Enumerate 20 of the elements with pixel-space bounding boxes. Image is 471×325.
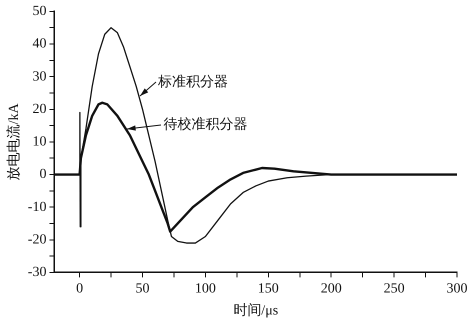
- annotation: 标准积分器: [157, 74, 228, 90]
- y-tick-label: 40: [32, 36, 46, 52]
- x-tick-label: 300: [446, 281, 468, 296]
- x-tick-label: 250: [384, 281, 405, 296]
- x-tick-label: 0: [76, 281, 84, 296]
- y-tick-label: -10: [28, 200, 46, 215]
- y-tick-label: 30: [32, 69, 46, 84]
- annotation: 待校准积分器: [163, 116, 248, 133]
- x-tick-label: 150: [258, 281, 279, 296]
- y-tick-label: 0: [39, 167, 46, 182]
- x-tick-label: 100: [194, 281, 216, 296]
- y-tick-label: 10: [32, 134, 46, 150]
- y-tick-label: 20: [32, 102, 46, 117]
- y-tick-label: 50: [32, 4, 46, 20]
- y-tick-label: -20: [28, 232, 46, 248]
- x-tick-label: 50: [136, 281, 150, 296]
- y-axis-title: 放电电流/kA: [6, 102, 22, 180]
- x-axis-title: 时间/μs: [233, 302, 278, 318]
- y-tick-label: -30: [28, 265, 46, 280]
- x-tick-label: 200: [320, 281, 342, 296]
